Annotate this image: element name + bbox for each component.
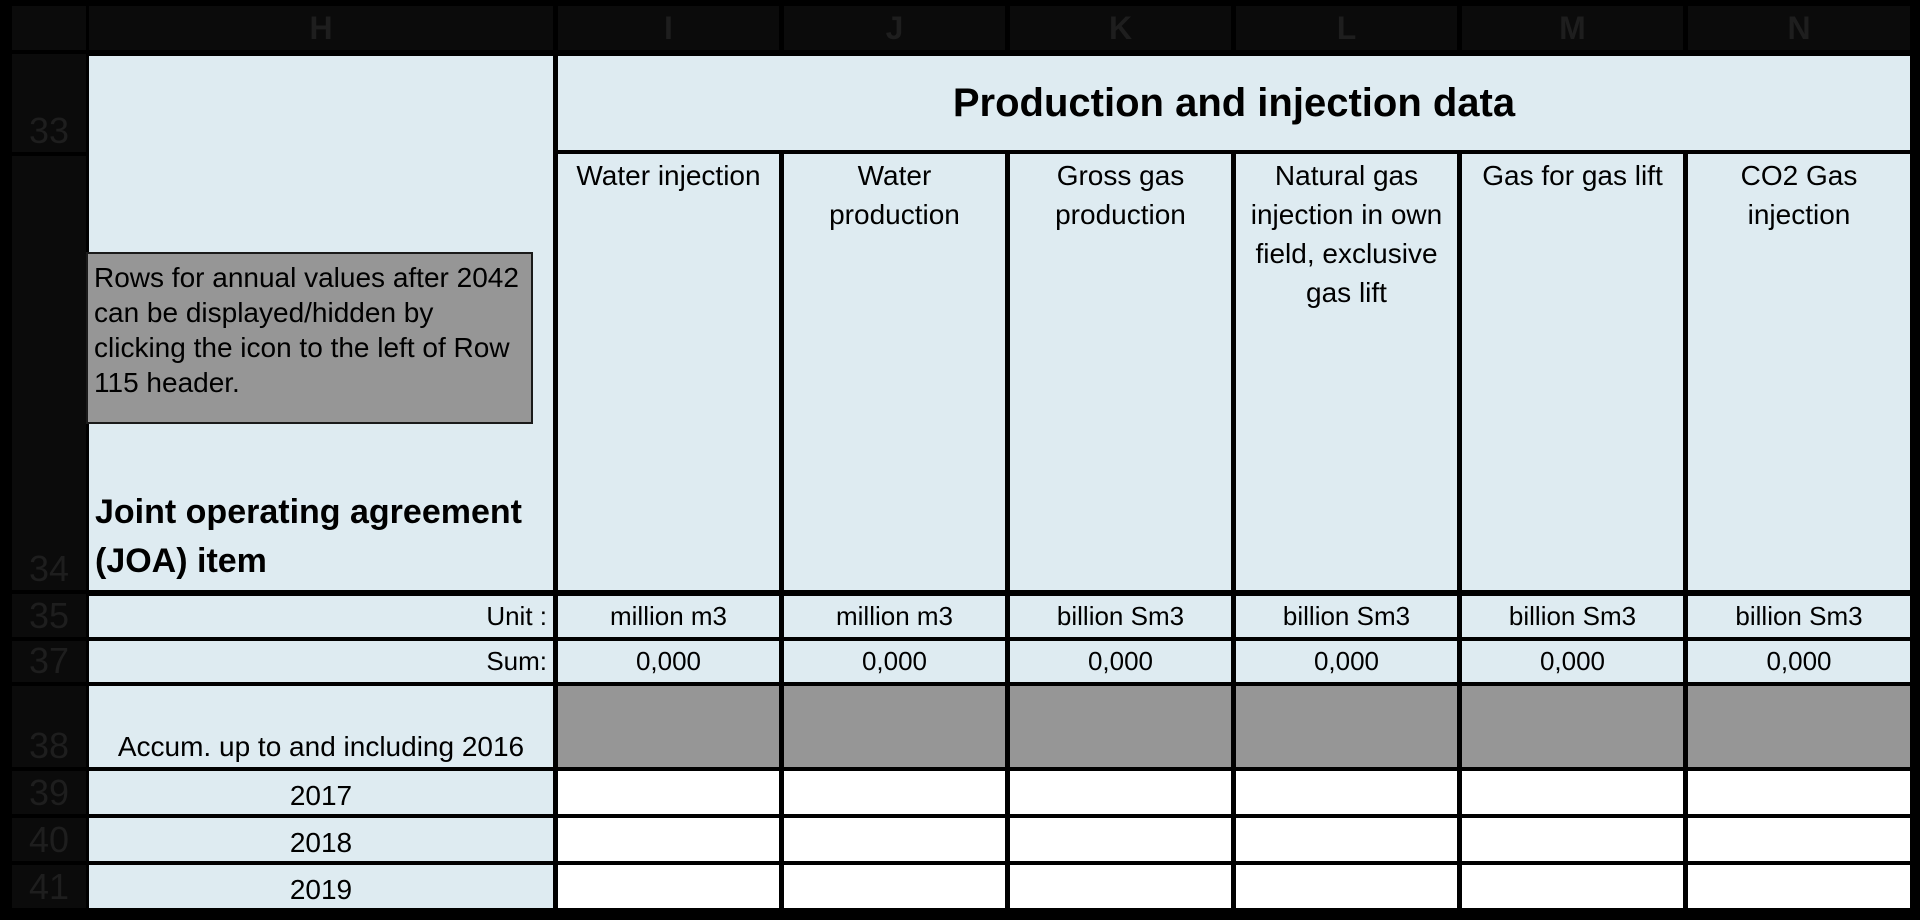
input-2018-j[interactable] [784, 818, 1005, 861]
input-2018-m[interactable] [1462, 818, 1683, 861]
column-header-j[interactable]: J [784, 6, 1005, 50]
column-head-gas-for-gas-lift[interactable]: Gas for gas lift [1462, 154, 1683, 590]
column-header-k[interactable]: K [1010, 6, 1231, 50]
input-2019-k[interactable] [1010, 865, 1231, 908]
sum-label[interactable]: Sum: [89, 641, 553, 682]
input-2018-l[interactable] [1236, 818, 1457, 861]
column-header-h[interactable]: H [89, 6, 553, 50]
column-head-water-production[interactable]: Water production [784, 154, 1005, 590]
sum-co2-gas-injection[interactable]: 0,000 [1688, 641, 1910, 682]
unit-gross-gas-production[interactable]: billion Sm3 [1010, 596, 1231, 637]
row-header-41[interactable]: 41 [12, 865, 86, 908]
input-2019-j[interactable] [784, 865, 1005, 908]
row-header-38[interactable]: 38 [12, 686, 86, 767]
accum-cell-j[interactable] [784, 686, 1005, 767]
corner-cell[interactable] [12, 6, 86, 50]
input-2019-i[interactable] [558, 865, 779, 908]
row-header-40[interactable]: 40 [12, 818, 86, 861]
unit-label[interactable]: Unit : [89, 596, 553, 637]
unit-co2-gas-injection[interactable]: billion Sm3 [1688, 596, 1910, 637]
input-2019-l[interactable] [1236, 865, 1457, 908]
note-comment-box: Rows for annual values after 2042 can be… [86, 252, 533, 424]
accum-cell-l[interactable] [1236, 686, 1457, 767]
accum-label[interactable]: Accum. up to and including 2016 [89, 686, 553, 767]
column-head-water-injection[interactable]: Water injection [558, 154, 779, 590]
accum-cell-k[interactable] [1010, 686, 1231, 767]
sum-water-injection[interactable]: 0,000 [558, 641, 779, 682]
row-header-37[interactable]: 37 [12, 641, 86, 682]
column-header-n[interactable]: N [1688, 6, 1910, 50]
input-2018-n[interactable] [1688, 818, 1910, 861]
input-2017-n[interactable] [1688, 771, 1910, 814]
column-head-natural-gas-injection[interactable]: Natural gas injection in own field, excl… [1236, 154, 1457, 590]
column-header-l[interactable]: L [1236, 6, 1457, 50]
section-title[interactable]: Production and injection data [558, 56, 1910, 150]
input-2017-k[interactable] [1010, 771, 1231, 814]
row-header-39[interactable]: 39 [12, 771, 86, 814]
year-label-2018[interactable]: 2018 [89, 818, 553, 861]
sum-water-production[interactable]: 0,000 [784, 641, 1005, 682]
input-2017-j[interactable] [784, 771, 1005, 814]
unit-natural-gas-injection[interactable]: billion Sm3 [1236, 596, 1457, 637]
input-2019-n[interactable] [1688, 865, 1910, 908]
column-header-i[interactable]: I [558, 6, 779, 50]
column-head-gross-gas-production[interactable]: Gross gas production [1010, 154, 1231, 590]
year-label-2017[interactable]: 2017 [89, 771, 553, 814]
column-header-m[interactable]: M [1462, 6, 1683, 50]
unit-water-production[interactable]: million m3 [784, 596, 1005, 637]
joa-label: Joint operating agreement (JOA) item [95, 493, 522, 580]
unit-gas-for-gas-lift[interactable]: billion Sm3 [1462, 596, 1683, 637]
input-2017-m[interactable] [1462, 771, 1683, 814]
row-header-34[interactable]: 34 [12, 156, 86, 590]
input-2017-i[interactable] [558, 771, 779, 814]
input-2017-l[interactable] [1236, 771, 1457, 814]
sum-gross-gas-production[interactable]: 0,000 [1010, 641, 1231, 682]
accum-cell-m[interactable] [1462, 686, 1683, 767]
unit-water-injection[interactable]: million m3 [558, 596, 779, 637]
accum-cell-n[interactable] [1688, 686, 1910, 767]
column-head-co2-gas-injection[interactable]: CO2 Gas injection [1688, 154, 1910, 590]
input-2018-i[interactable] [558, 818, 779, 861]
input-2019-m[interactable] [1462, 865, 1683, 908]
sum-natural-gas-injection[interactable]: 0,000 [1236, 641, 1457, 682]
row-header-35[interactable]: 35 [12, 594, 86, 637]
row-header-33[interactable]: 33 [12, 54, 86, 152]
accum-cell-i[interactable] [558, 686, 779, 767]
input-2018-k[interactable] [1010, 818, 1231, 861]
sum-gas-for-gas-lift[interactable]: 0,000 [1462, 641, 1683, 682]
year-label-2019[interactable]: 2019 [89, 865, 553, 908]
